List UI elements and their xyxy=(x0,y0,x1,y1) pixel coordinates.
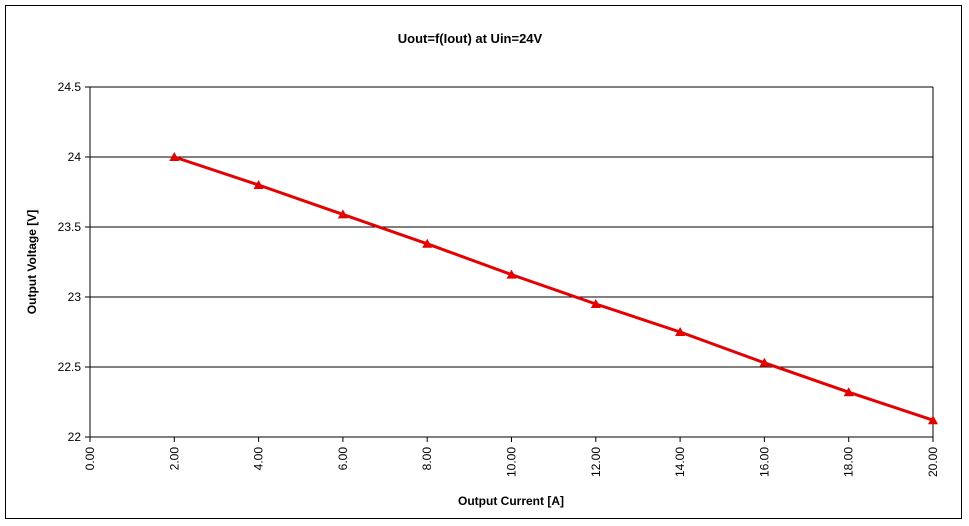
data-point-marker xyxy=(253,180,264,189)
data-point-marker xyxy=(590,299,601,308)
data-point-marker xyxy=(337,209,348,219)
grid xyxy=(90,86,933,438)
x-tick-label: 6.00 xyxy=(336,447,350,471)
axes xyxy=(85,86,934,442)
tick-labels: 22 22.5 23 23.5 24 24.5 0.00 2.00 4.00 6.00 8.00 10… xyxy=(58,80,940,477)
series xyxy=(169,152,938,425)
x-axis-label: Output Current [A] xyxy=(458,494,564,508)
x-tick-label: 0.00 xyxy=(83,447,97,471)
y-tick-label: 22 xyxy=(68,430,82,444)
x-tick-label: 2.00 xyxy=(167,447,181,471)
y-tick-label: 22.5 xyxy=(58,360,82,374)
data-point-marker xyxy=(675,327,686,336)
data-point-marker xyxy=(843,387,854,397)
series-line xyxy=(173,155,934,422)
x-tick-label: 20.00 xyxy=(926,447,940,477)
data-point-marker xyxy=(759,357,770,367)
y-tick-label: 24 xyxy=(68,150,82,164)
y-tick-label: 24.5 xyxy=(58,80,82,94)
x-tick-label: 4.00 xyxy=(252,447,266,471)
data-point-marker xyxy=(506,269,517,279)
x-tick-label: 10.00 xyxy=(505,447,519,477)
data-point-marker xyxy=(422,238,433,248)
chart-title: Uout=f(Iout) at Uin=24V xyxy=(398,31,543,46)
x-tick-label: 16.00 xyxy=(757,447,771,477)
data-point-marker xyxy=(928,415,938,425)
x-tick-label: 12.00 xyxy=(589,447,603,477)
y-tick-label: 23 xyxy=(68,290,82,304)
x-tick-label: 14.00 xyxy=(673,447,687,477)
chart-area xyxy=(5,5,962,519)
data-point-marker xyxy=(169,152,180,161)
y-tick-label: 23.5 xyxy=(58,220,82,234)
y-axis-label: Output Voltage [V] xyxy=(25,210,39,314)
x-tick-label: 8.00 xyxy=(420,447,434,471)
x-tick-label: 18.00 xyxy=(842,447,856,477)
